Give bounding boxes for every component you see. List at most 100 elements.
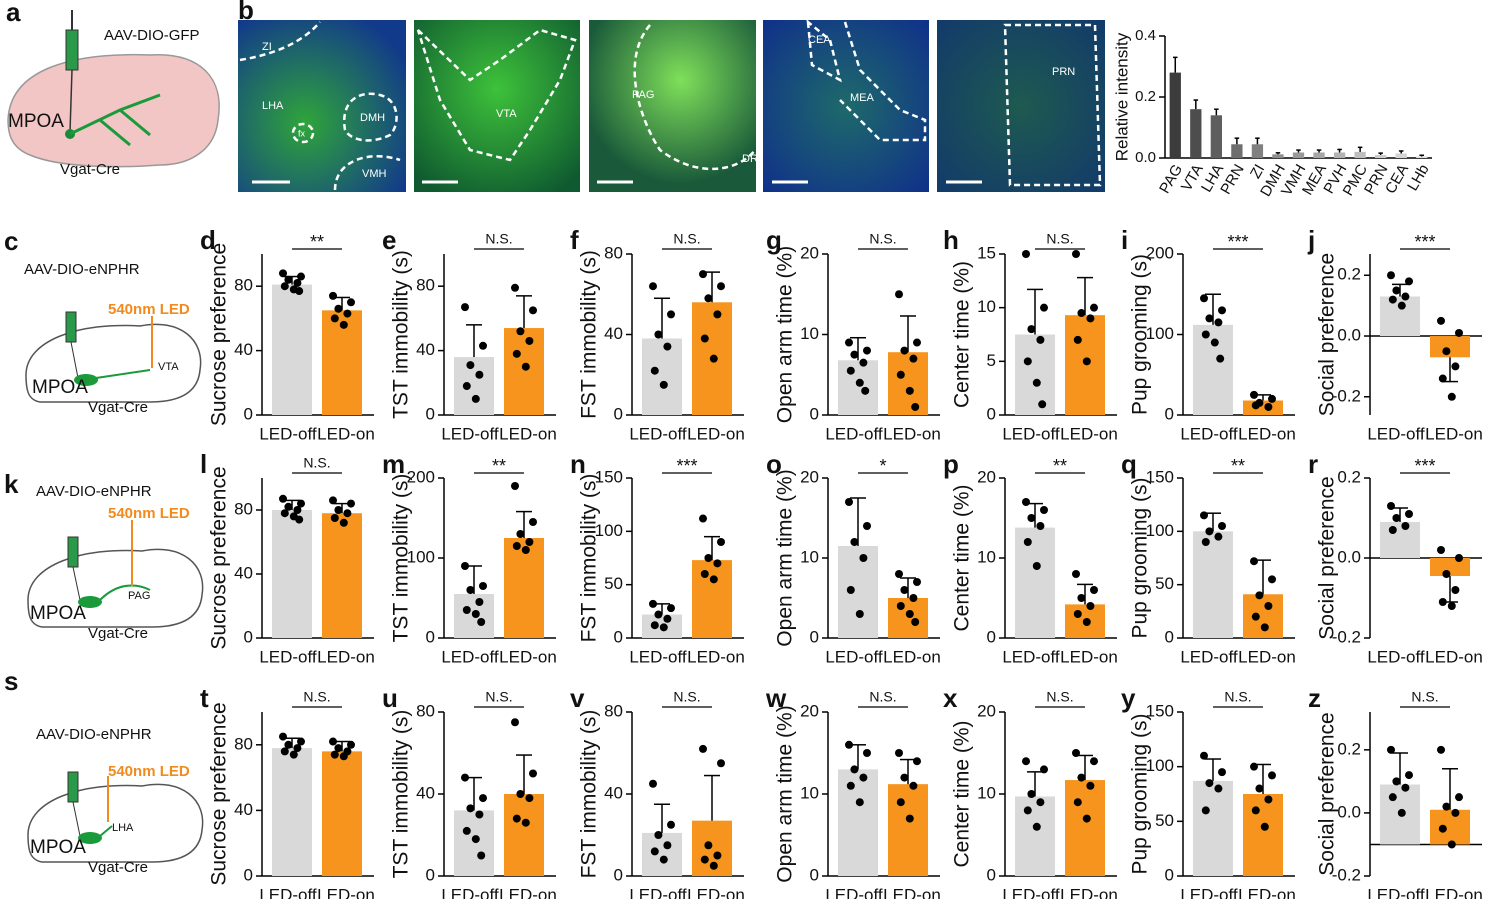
data-point [905, 386, 914, 395]
bar [1354, 151, 1366, 158]
data-point [1036, 798, 1045, 807]
panel-letter: q [1121, 449, 1137, 479]
significance-label: ** [310, 232, 324, 252]
projection [95, 369, 151, 379]
schematic-c: c AAV-DIO-eNPHR 540nm LED MPOA VTA Vgat-… [4, 226, 202, 416]
data-point [1401, 292, 1410, 301]
data-point [1032, 822, 1041, 831]
led-label: 540nm LED [108, 301, 190, 318]
data-point [1027, 514, 1036, 522]
y-axis-label: Pup grooming (s) [1129, 713, 1152, 874]
injection-site [78, 596, 102, 608]
data-point [1205, 314, 1214, 323]
data-point [1387, 745, 1395, 754]
x-tick-label: LED-off [1367, 424, 1425, 443]
x-tick-label: LED-off [825, 885, 883, 899]
data-point [1250, 557, 1258, 566]
data-point [1040, 506, 1048, 514]
data-point [1442, 802, 1451, 811]
x-tick-label: LED-off [259, 424, 317, 443]
data-point [297, 737, 305, 746]
data-point [471, 835, 480, 844]
y-tick-label: 0.2 [1135, 88, 1156, 105]
y-tick-label: 0.4 [1135, 27, 1156, 44]
y-tick-label: 10 [800, 547, 819, 566]
y-axis-label: Social preference [1316, 476, 1339, 639]
y-tick-label: 0 [426, 627, 435, 646]
data-point [477, 851, 486, 860]
bar [838, 769, 878, 876]
y-axis-label: Center time (%) [951, 261, 974, 408]
data-point [911, 402, 920, 411]
data-point [284, 740, 293, 749]
data-point [663, 342, 672, 351]
panel-letter: i [1121, 225, 1128, 255]
micrographs: b ZI LHA fx DMH VMH VTA PAG DR CEA MEA P… [238, 0, 1105, 192]
significance-label: N.S. [1046, 231, 1073, 247]
mouse-label: Vgat-Cre [88, 859, 148, 876]
data-point [1218, 306, 1226, 315]
data-point [859, 554, 868, 562]
x-tick-label: LED-off [1367, 885, 1425, 899]
data-point [280, 509, 289, 518]
syringe [67, 536, 79, 568]
panel-letter: b [238, 0, 254, 25]
data-point [525, 538, 534, 546]
y-tick-label: 10 [800, 783, 819, 802]
data-point [905, 610, 914, 618]
data-point [280, 747, 289, 756]
data-point [516, 790, 525, 798]
projections [69, 93, 161, 147]
y-tick-label: 0 [1165, 404, 1174, 423]
data-point [654, 831, 663, 839]
data-point [1201, 538, 1210, 546]
data-point [284, 502, 293, 511]
data-point [1387, 271, 1395, 280]
data-point [289, 750, 298, 759]
data-point [900, 773, 909, 782]
data-point [466, 804, 475, 813]
data-point [280, 282, 289, 291]
y-axis-label: Social preference [1316, 712, 1339, 875]
x-tick-label: LED-on [687, 885, 745, 899]
data-point [466, 361, 475, 370]
syringe [65, 311, 77, 343]
significance-label: ** [1053, 456, 1067, 476]
data-point [650, 847, 659, 856]
bar [888, 598, 928, 638]
data-point [1397, 808, 1406, 817]
data-point [279, 269, 287, 278]
injection-site [78, 832, 102, 844]
data-point [1442, 570, 1451, 578]
panel-letter: z [1308, 683, 1321, 713]
data-point [1022, 757, 1030, 766]
bar [1416, 156, 1428, 158]
data-point [709, 861, 718, 870]
y-tick-label: 0 [987, 404, 996, 423]
y-tick-label: 0.0 [1337, 326, 1361, 345]
data-point [529, 518, 537, 526]
data-point [462, 606, 471, 614]
y-tick-label: 0 [810, 627, 819, 646]
x-tick-label: LED-on [1238, 885, 1296, 899]
data-point [895, 570, 903, 578]
x-tick-label: LED-off [825, 647, 883, 666]
bar [1395, 153, 1407, 158]
x-tick-label: LED-off [441, 885, 499, 899]
significance-label: N.S. [673, 689, 700, 705]
data-point [1388, 793, 1397, 802]
y-tick-label: 80 [234, 734, 253, 753]
bar [888, 352, 928, 415]
data-point [1451, 808, 1460, 817]
x-tick-label: LED-off [441, 647, 499, 666]
y-tick-label: 0.0 [1337, 547, 1361, 566]
panel-letter: h [943, 225, 959, 255]
x-tick-label: LED-off [1180, 424, 1238, 443]
panel-letter: v [570, 683, 585, 713]
data-point [1268, 394, 1276, 403]
data-point [667, 604, 675, 613]
data-point [1214, 784, 1223, 793]
data-point [713, 851, 722, 860]
data-point [512, 814, 521, 823]
data-point [293, 506, 302, 514]
